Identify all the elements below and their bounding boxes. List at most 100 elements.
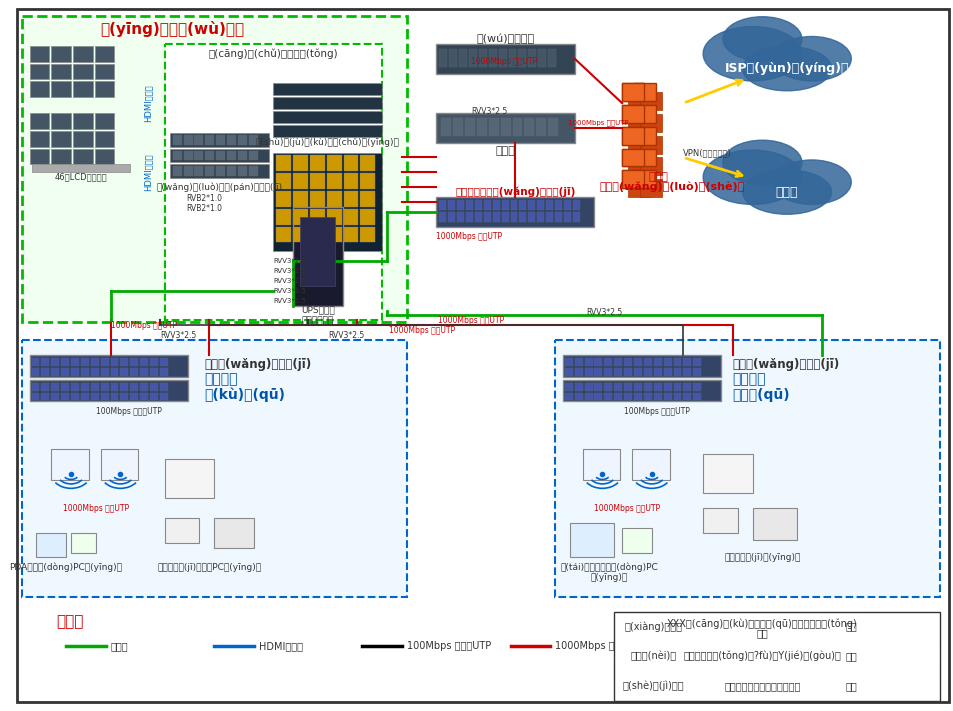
Text: RVB2*1.0: RVB2*1.0 [186, 204, 222, 213]
Bar [111, 358, 118, 366]
Ellipse shape [722, 140, 801, 185]
Bar [73, 64, 92, 80]
Bar [584, 358, 592, 366]
Bar [293, 209, 308, 225]
Bar [604, 358, 612, 366]
Bar [310, 209, 325, 225]
Bar [574, 368, 582, 375]
Bar [237, 166, 247, 176]
Bar [51, 449, 89, 481]
Bar [569, 523, 614, 557]
Text: RVV3*2.5: RVV3*2.5 [274, 288, 306, 294]
Bar [41, 358, 50, 366]
Bar [150, 358, 158, 366]
Bar [493, 200, 499, 210]
Text: 1000Mbps 六類UTP: 1000Mbps 六類UTP [471, 57, 537, 66]
Bar [73, 82, 92, 97]
Text: 以太網(wǎng)交換機(jī): 以太網(wǎng)交換機(jī) [732, 358, 840, 371]
Bar [702, 454, 752, 493]
Bar [73, 131, 92, 146]
Bar [614, 368, 621, 375]
Bar [614, 392, 621, 400]
Bar [627, 179, 649, 197]
Bar [623, 358, 631, 366]
Bar [508, 49, 516, 67]
Bar [673, 383, 680, 390]
Bar [150, 383, 158, 390]
Bar [227, 166, 235, 176]
Bar [621, 127, 643, 144]
Bar [574, 383, 582, 390]
Bar [71, 392, 79, 400]
Bar [249, 166, 257, 176]
Bar [274, 83, 382, 95]
Bar [194, 151, 203, 161]
Ellipse shape [702, 150, 801, 204]
Bar [120, 383, 128, 390]
Bar [205, 135, 214, 144]
Bar [111, 368, 118, 375]
Bar [51, 46, 71, 62]
Bar [476, 118, 486, 136]
Bar [574, 392, 582, 400]
Bar [693, 358, 700, 366]
Bar [653, 358, 661, 366]
Text: 100Mbps 超五類UTP: 100Mbps 超五類UTP [406, 641, 491, 651]
Bar [436, 44, 574, 73]
Bar [466, 212, 473, 222]
Bar [634, 127, 655, 144]
Bar [584, 368, 592, 375]
Bar [214, 518, 253, 547]
Bar [614, 611, 940, 700]
Bar [120, 392, 128, 400]
Text: RVV3*2.5: RVV3*2.5 [328, 331, 364, 340]
Bar [634, 358, 641, 366]
Bar [621, 171, 643, 188]
Text: 工程: 工程 [756, 629, 767, 638]
Bar [71, 383, 79, 390]
Bar [31, 358, 39, 366]
Bar [41, 368, 50, 375]
Bar [663, 392, 671, 400]
Text: UPS不間斷
電源和電池柜: UPS不間斷 電源和電池柜 [301, 306, 335, 325]
Bar [249, 151, 257, 161]
Bar [663, 368, 671, 375]
Text: 100Mbps 超五類UTP: 100Mbps 超五類UTP [623, 407, 689, 416]
Bar [30, 149, 50, 164]
Bar [545, 212, 553, 222]
Bar [61, 392, 69, 400]
Text: 46寸LCD拼接大屏: 46寸LCD拼接大屏 [54, 173, 107, 182]
Bar [528, 49, 536, 67]
Bar [562, 380, 720, 402]
Text: 無(wú)線控制器: 無(wú)線控制器 [476, 33, 534, 44]
Bar [537, 49, 545, 67]
Text: RVV3*2.5: RVV3*2.5 [160, 331, 196, 340]
Bar [94, 131, 114, 146]
Bar [205, 151, 214, 161]
Bar [120, 368, 128, 375]
Bar [574, 358, 582, 366]
Bar [140, 368, 148, 375]
Bar [131, 358, 138, 366]
Bar [172, 135, 181, 144]
Text: 1000Mbps 六類UTP: 1000Mbps 六類UTP [555, 641, 639, 651]
Text: 后勤基地: 后勤基地 [204, 373, 237, 387]
Bar [22, 16, 406, 322]
Bar [594, 368, 601, 375]
Bar [621, 149, 643, 166]
Bar [621, 127, 643, 144]
Bar [572, 212, 579, 222]
Bar [634, 392, 641, 400]
Bar [274, 125, 382, 137]
Bar [81, 383, 89, 390]
Bar [310, 227, 325, 242]
Bar [439, 49, 447, 67]
Bar [111, 392, 118, 400]
Bar [627, 157, 649, 175]
Bar [439, 212, 446, 222]
Bar [623, 368, 631, 375]
Bar [627, 92, 649, 110]
Text: 核心智能以太網(wǎng)交換機(jī): 核心智能以太網(wǎng)交換機(jī) [455, 187, 575, 197]
Bar [653, 368, 661, 375]
Bar [634, 83, 655, 101]
